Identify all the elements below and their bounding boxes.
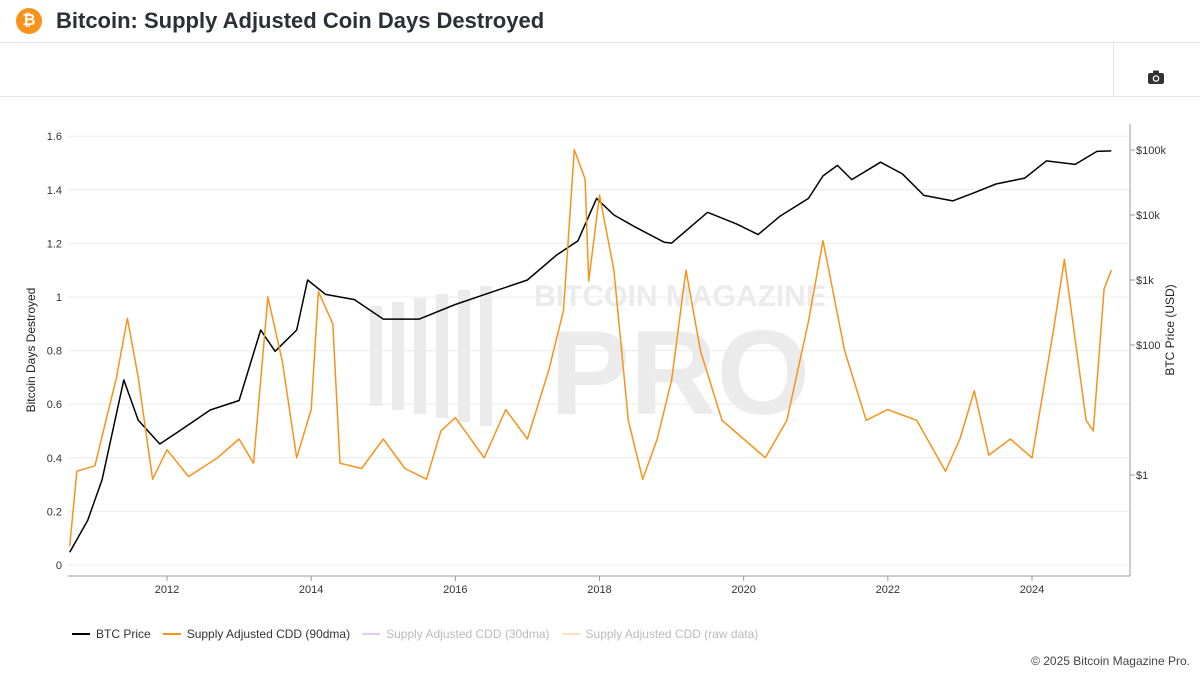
camera-icon[interactable] [1147, 69, 1165, 85]
x-tick-label: 2016 [443, 584, 467, 596]
x-tick-label: 2022 [876, 584, 900, 596]
y2-tick-label: $100 [1136, 340, 1160, 352]
bitcoin-logo: ₿ [16, 8, 42, 34]
legend-item[interactable]: Supply Adjusted CDD (30dma) [362, 627, 550, 641]
legend-item[interactable]: BTC Price [72, 627, 151, 641]
watermark-bar [370, 306, 382, 406]
x-tick-label: 2020 [731, 584, 755, 596]
y2-tick-label: $1 [1136, 470, 1148, 482]
x-tick-label: 2014 [299, 584, 323, 596]
watermark-bar [414, 298, 426, 414]
series-line-0 [69, 150, 1112, 553]
legend-swatch [561, 633, 580, 635]
legend-label: Supply Adjusted CDD (90dma) [186, 627, 351, 641]
y-tick-label: 0 [56, 560, 62, 572]
y-tick-label: 0.8 [47, 346, 62, 358]
y-tick-label: 1.2 [47, 238, 62, 250]
y2-tick-label: $1k [1136, 275, 1154, 287]
legend-label: Supply Adjusted CDD (raw data) [585, 627, 759, 641]
toolbar-divider [1113, 43, 1114, 96]
y-tick-label: 0.2 [47, 506, 62, 518]
legend-swatch [162, 633, 181, 635]
toolbar [0, 43, 1200, 97]
y-tick-label: 1.6 [47, 131, 62, 143]
chart: 0 0.2 0.4 0.6 0.8 1 1.2 1.4 1.6 $1 $100 $1k $10k $100… [24, 124, 1177, 596]
watermark-bar [480, 286, 492, 426]
y-axis-title: Bitcoin Days Destroyed [24, 288, 38, 413]
y-tick-label: 0.6 [47, 399, 62, 411]
y-tick-label: 1 [56, 292, 62, 304]
watermark-bar [436, 294, 448, 418]
legend: BTC Price Supply Adjusted CDD (90dma) Supp… [72, 627, 758, 641]
watermark-bar [392, 302, 404, 410]
watermark: BITCOIN MAGAZINE [534, 280, 826, 313]
watermark-pro: PRO [550, 306, 810, 440]
legend-swatch [362, 633, 381, 635]
y2-axis-title: BTC Price (USD) [1163, 284, 1177, 375]
legend-label: BTC Price [96, 627, 151, 641]
y2-tick-label: $100k [1136, 145, 1166, 157]
header: ₿ Bitcoin: Supply Adjusted Coin Days Des… [0, 0, 1200, 43]
y-tick-label: 1.4 [47, 185, 62, 197]
y-tick-label: 0.4 [47, 453, 62, 465]
legend-label: Supply Adjusted CDD (30dma) [386, 627, 550, 641]
x-tick-label: 2018 [587, 584, 611, 596]
series-line-1 [68, 148, 1113, 547]
legend-item[interactable]: Supply Adjusted CDD (raw data) [561, 627, 759, 641]
copyright: © 2025 Bitcoin Magazine Pro. [1031, 654, 1190, 668]
watermark-bar [458, 290, 470, 422]
x-tick-label: 2012 [155, 584, 179, 596]
legend-item[interactable]: Supply Adjusted CDD (90dma) [162, 627, 351, 641]
legend-swatch [72, 633, 90, 635]
x-tick-label: 2024 [1020, 584, 1044, 596]
page-title: Bitcoin: Supply Adjusted Coin Days Destr… [56, 8, 545, 33]
y2-tick-label: $10k [1136, 210, 1160, 222]
